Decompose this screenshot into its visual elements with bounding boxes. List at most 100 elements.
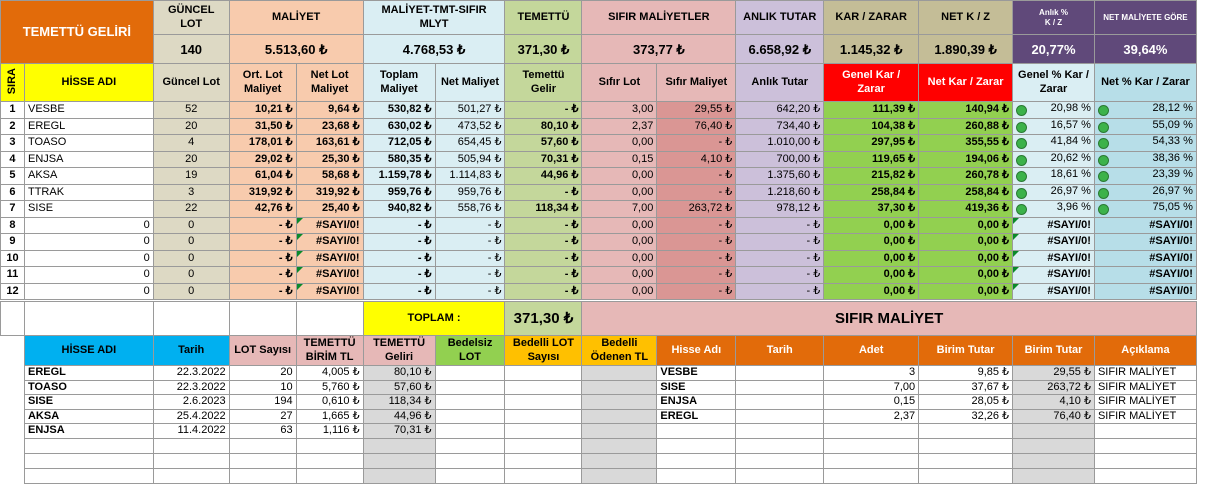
- zero-header[interactable]: Birim Tutar: [918, 335, 1014, 366]
- avg-lot-cost[interactable]: 319,92 ₺: [228, 183, 297, 201]
- general-pct[interactable]: 16,57 %: [1012, 117, 1095, 135]
- general-pct[interactable]: #SAYI/0!: [1012, 249, 1095, 267]
- zero-qty[interactable]: 2,37: [823, 408, 920, 424]
- summary-value[interactable]: 1.890,39 ₺: [918, 34, 1014, 64]
- column-header[interactable]: Sıfır Lot: [581, 63, 658, 102]
- div-unit[interactable]: [295, 467, 364, 484]
- div-stock[interactable]: [23, 452, 154, 469]
- net-pct[interactable]: 75,05 %: [1093, 200, 1197, 218]
- general-profit[interactable]: 297,95 ₺: [823, 134, 920, 152]
- zero-header[interactable]: Açıklama: [1093, 335, 1197, 366]
- current-value[interactable]: - ₺: [735, 249, 825, 267]
- stock-name[interactable]: 0: [23, 233, 154, 251]
- zero-total[interactable]: 4,10 ₺: [1012, 394, 1095, 410]
- current-lot[interactable]: 22: [152, 200, 230, 218]
- div-lot[interactable]: [228, 467, 297, 484]
- zero-header[interactable]: Hisse Adı: [656, 335, 737, 366]
- div-paid-lot[interactable]: [504, 423, 583, 439]
- column-header[interactable]: Net Kar / Zarar: [918, 63, 1014, 102]
- net-cost[interactable]: - ₺: [434, 249, 506, 267]
- column-header[interactable]: Temettü Gelir: [504, 63, 583, 102]
- current-value[interactable]: 1.010,00 ₺: [735, 134, 825, 152]
- zero-lot[interactable]: 2,37: [581, 117, 658, 135]
- div-paid-lot[interactable]: [504, 365, 583, 381]
- current-value[interactable]: 642,20 ₺: [735, 101, 825, 119]
- div-bonus-lot[interactable]: [434, 467, 506, 484]
- net-lot-cost[interactable]: #SAYI/0!: [295, 266, 364, 284]
- div-paid-lot[interactable]: [504, 467, 583, 484]
- summary-header[interactable]: SIFIR MALİYETLER: [581, 0, 737, 35]
- dividend-income[interactable]: 80,10 ₺: [504, 117, 583, 135]
- div-paid-lot[interactable]: [504, 437, 583, 454]
- total-cost[interactable]: 1.159,78 ₺: [362, 167, 436, 185]
- dividend-income[interactable]: - ₺: [504, 266, 583, 284]
- dividend-header[interactable]: TEMETTÜ Geliri: [362, 335, 436, 366]
- total-label[interactable]: TOPLAM :: [362, 301, 506, 336]
- div-income[interactable]: [362, 467, 436, 484]
- current-lot[interactable]: 52: [152, 101, 230, 119]
- div-stock[interactable]: [23, 437, 154, 454]
- row-number[interactable]: 7: [0, 200, 25, 218]
- avg-lot-cost[interactable]: - ₺: [228, 233, 297, 251]
- zero-total[interactable]: [1012, 437, 1095, 454]
- blank-cell[interactable]: [0, 301, 25, 336]
- div-income[interactable]: 118,34 ₺: [362, 394, 436, 410]
- net-cost[interactable]: 505,94 ₺: [434, 150, 506, 168]
- column-header[interactable]: Sıfır Maliyet: [656, 63, 737, 102]
- div-bonus-lot[interactable]: [434, 408, 506, 424]
- zero-total[interactable]: [1012, 423, 1095, 439]
- net-profit[interactable]: 419,36 ₺: [918, 200, 1014, 218]
- column-header[interactable]: Net Lot Maliyet: [295, 63, 364, 102]
- div-stock[interactable]: SISE: [23, 394, 154, 410]
- general-profit[interactable]: 215,82 ₺: [823, 167, 920, 185]
- total-cost[interactable]: 530,82 ₺: [362, 101, 436, 119]
- general-profit[interactable]: 0,00 ₺: [823, 233, 920, 251]
- net-pct[interactable]: #SAYI/0!: [1093, 233, 1197, 251]
- zero-header[interactable]: Adet: [823, 335, 920, 366]
- row-number[interactable]: 9: [0, 233, 25, 251]
- div-lot[interactable]: 20: [228, 365, 297, 381]
- summary-header[interactable]: MALİYET-TMT-SIFIR MLYT: [362, 0, 506, 35]
- current-value[interactable]: - ₺: [735, 282, 825, 300]
- net-cost[interactable]: 473,52 ₺: [434, 117, 506, 135]
- div-date[interactable]: [152, 437, 230, 454]
- net-cost[interactable]: 959,76 ₺: [434, 183, 506, 201]
- net-lot-cost[interactable]: #SAYI/0!: [295, 282, 364, 300]
- blank-cell[interactable]: [23, 301, 154, 336]
- column-header[interactable]: HİSSE ADI: [23, 63, 154, 102]
- div-income[interactable]: 80,10 ₺: [362, 365, 436, 381]
- zero-qty[interactable]: [823, 467, 920, 484]
- total-cost[interactable]: - ₺: [362, 266, 436, 284]
- summary-header[interactable]: Anlık % K / Z: [1012, 0, 1095, 35]
- net-cost[interactable]: - ₺: [434, 266, 506, 284]
- div-paid-lot[interactable]: [504, 408, 583, 424]
- current-lot[interactable]: 0: [152, 216, 230, 234]
- net-pct[interactable]: 23,39 %: [1093, 167, 1197, 185]
- column-header[interactable]: Net Maliyet: [434, 63, 506, 102]
- dividend-header[interactable]: Bedelli Ödenen TL: [581, 335, 658, 366]
- net-lot-cost[interactable]: 58,68 ₺: [295, 167, 364, 185]
- div-income[interactable]: 44,96 ₺: [362, 408, 436, 424]
- general-profit[interactable]: 111,39 ₺: [823, 101, 920, 119]
- div-bonus-lot[interactable]: [434, 394, 506, 410]
- dividend-income[interactable]: 57,60 ₺: [504, 134, 583, 152]
- net-pct[interactable]: 28,12 %: [1093, 101, 1197, 119]
- zero-total[interactable]: 263,72 ₺: [1012, 379, 1095, 395]
- zero-lot[interactable]: 3,00: [581, 101, 658, 119]
- general-profit[interactable]: 104,38 ₺: [823, 117, 920, 135]
- div-lot[interactable]: [228, 437, 297, 454]
- zero-unit[interactable]: 32,26 ₺: [918, 408, 1014, 424]
- summary-header[interactable]: NET MALİYETE GÖRE: [1093, 0, 1197, 35]
- dividend-income[interactable]: - ₺: [504, 249, 583, 267]
- dividend-header[interactable]: LOT Sayısı: [228, 335, 297, 366]
- zero-lot[interactable]: 0,00: [581, 183, 658, 201]
- general-profit[interactable]: 0,00 ₺: [823, 266, 920, 284]
- div-paid-lot[interactable]: [504, 394, 583, 410]
- dividend-income[interactable]: 118,34 ₺: [504, 200, 583, 218]
- dividend-header[interactable]: HİSSE ADI: [23, 335, 154, 366]
- zero-lot[interactable]: 0,00: [581, 167, 658, 185]
- general-pct[interactable]: #SAYI/0!: [1012, 266, 1095, 284]
- net-pct[interactable]: #SAYI/0!: [1093, 282, 1197, 300]
- div-lot[interactable]: 63: [228, 423, 297, 439]
- zero-qty[interactable]: [823, 423, 920, 439]
